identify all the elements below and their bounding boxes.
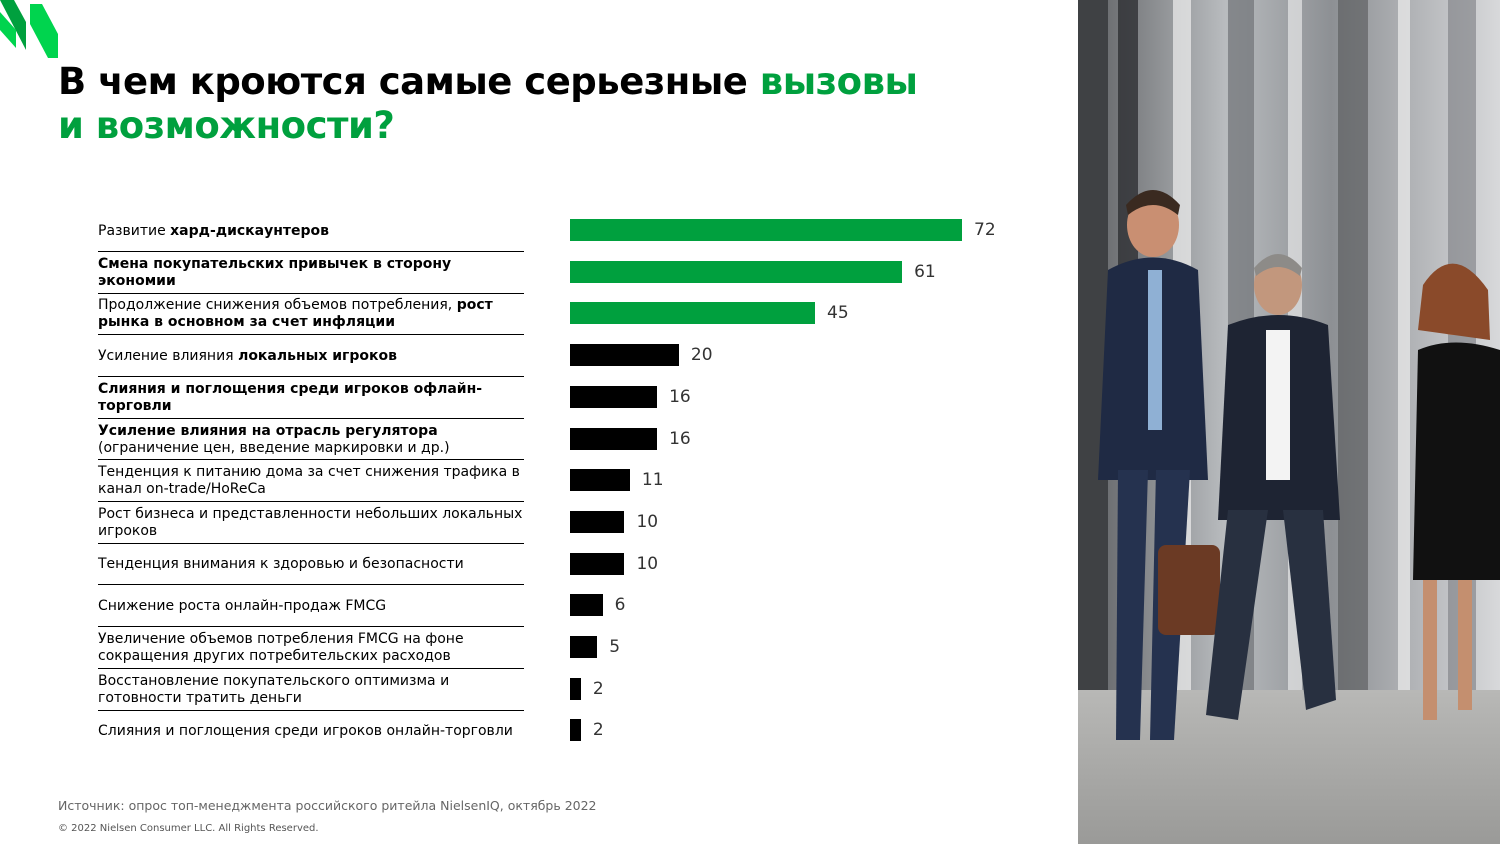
row-separator <box>98 292 524 294</box>
office-walkers-photo <box>1078 0 1500 844</box>
source-note: Источник: опрос топ-менеджмента российск… <box>58 798 597 813</box>
category-label: Продолжение снижения объемов потребления… <box>98 297 493 331</box>
bar <box>570 636 598 658</box>
category-label: Снижение роста онлайн-продаж FMCG <box>98 597 387 614</box>
bar-value-label: 2 <box>592 720 604 741</box>
bar <box>570 677 581 700</box>
bar <box>570 427 658 450</box>
category-label: Слияния и поглощения среди игроков офлай… <box>98 380 483 414</box>
row-separator <box>98 501 524 503</box>
row-separator <box>98 375 524 377</box>
bar <box>570 260 903 283</box>
row-separator <box>98 709 524 711</box>
category-label: Восстановление покупательского оптимизма… <box>98 672 450 706</box>
category-label: Смена покупательских привычек в сторону … <box>98 255 452 289</box>
row-separator <box>98 667 524 669</box>
category-label: Рост бизнеса и представленности небольши… <box>98 505 523 539</box>
category-label: Увеличение объемов потребления FMCG на ф… <box>98 631 464 664</box>
bar <box>570 510 625 533</box>
bar-value-label: 61 <box>914 261 936 282</box>
category-label: Слияния и поглощения среди игроков онлай… <box>98 722 513 739</box>
category-label: Усиление влияния на отрасль регулятора (… <box>98 422 450 456</box>
title-prefix: В чем кроются самые серьезные <box>58 60 760 103</box>
bar-value-label: 2 <box>592 678 604 699</box>
row-separator <box>98 250 524 252</box>
bar-value-label: 11 <box>641 470 664 491</box>
row-separator <box>98 417 524 419</box>
bar <box>570 719 581 742</box>
brand-logo <box>0 0 58 58</box>
title-highlight-line2: и возможности? <box>58 104 395 147</box>
copyright-note: © 2022 Nielsen Consumer LLC. All Rights … <box>58 823 319 834</box>
bar <box>570 344 679 367</box>
row-separator <box>98 584 524 586</box>
row-separator <box>98 626 524 628</box>
category-label: Усиление влияния локальных игроков <box>98 347 397 364</box>
bar-value-label: 20 <box>690 345 713 366</box>
bar-value-label: 16 <box>669 428 691 449</box>
bar-value-label: 10 <box>636 511 659 532</box>
bar <box>570 594 603 617</box>
page-title: В чем кроются самые серьезные вызовы и в… <box>58 60 918 148</box>
bar-value-label: 6 <box>614 595 626 616</box>
bar-value-label: 10 <box>636 553 659 574</box>
bar <box>570 469 630 492</box>
category-label: Тенденция внимания к здоровью и безопасн… <box>98 556 464 573</box>
category-label: Развитие хард-дискаунтеров <box>98 222 330 239</box>
category-label: Тенденция к питанию дома за счет снижени… <box>98 464 520 498</box>
row-separator <box>98 334 524 336</box>
title-highlight: вызовы <box>759 60 918 103</box>
bar <box>570 552 625 575</box>
bar-value-label: 72 <box>974 220 996 240</box>
bar <box>570 219 962 241</box>
bar-chart: Развитие хард-дискаунтеров 72 Смена покупа… <box>98 219 996 742</box>
bar <box>570 302 815 325</box>
row-separator <box>98 459 524 461</box>
row-separator <box>98 542 524 544</box>
bar <box>570 385 658 408</box>
bar-value-label: 16 <box>669 386 691 407</box>
bar-value-label: 45 <box>827 303 849 324</box>
bar-value-label: 5 <box>609 637 621 657</box>
